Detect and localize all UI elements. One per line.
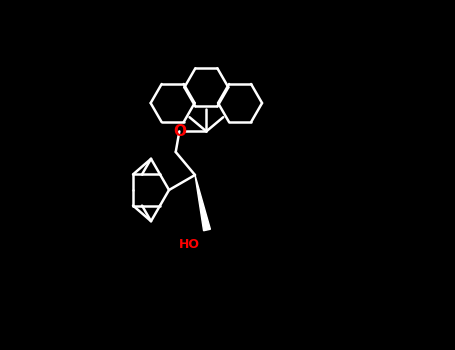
Text: HO: HO bbox=[178, 238, 199, 251]
Polygon shape bbox=[195, 175, 210, 231]
Text: O: O bbox=[173, 124, 186, 139]
